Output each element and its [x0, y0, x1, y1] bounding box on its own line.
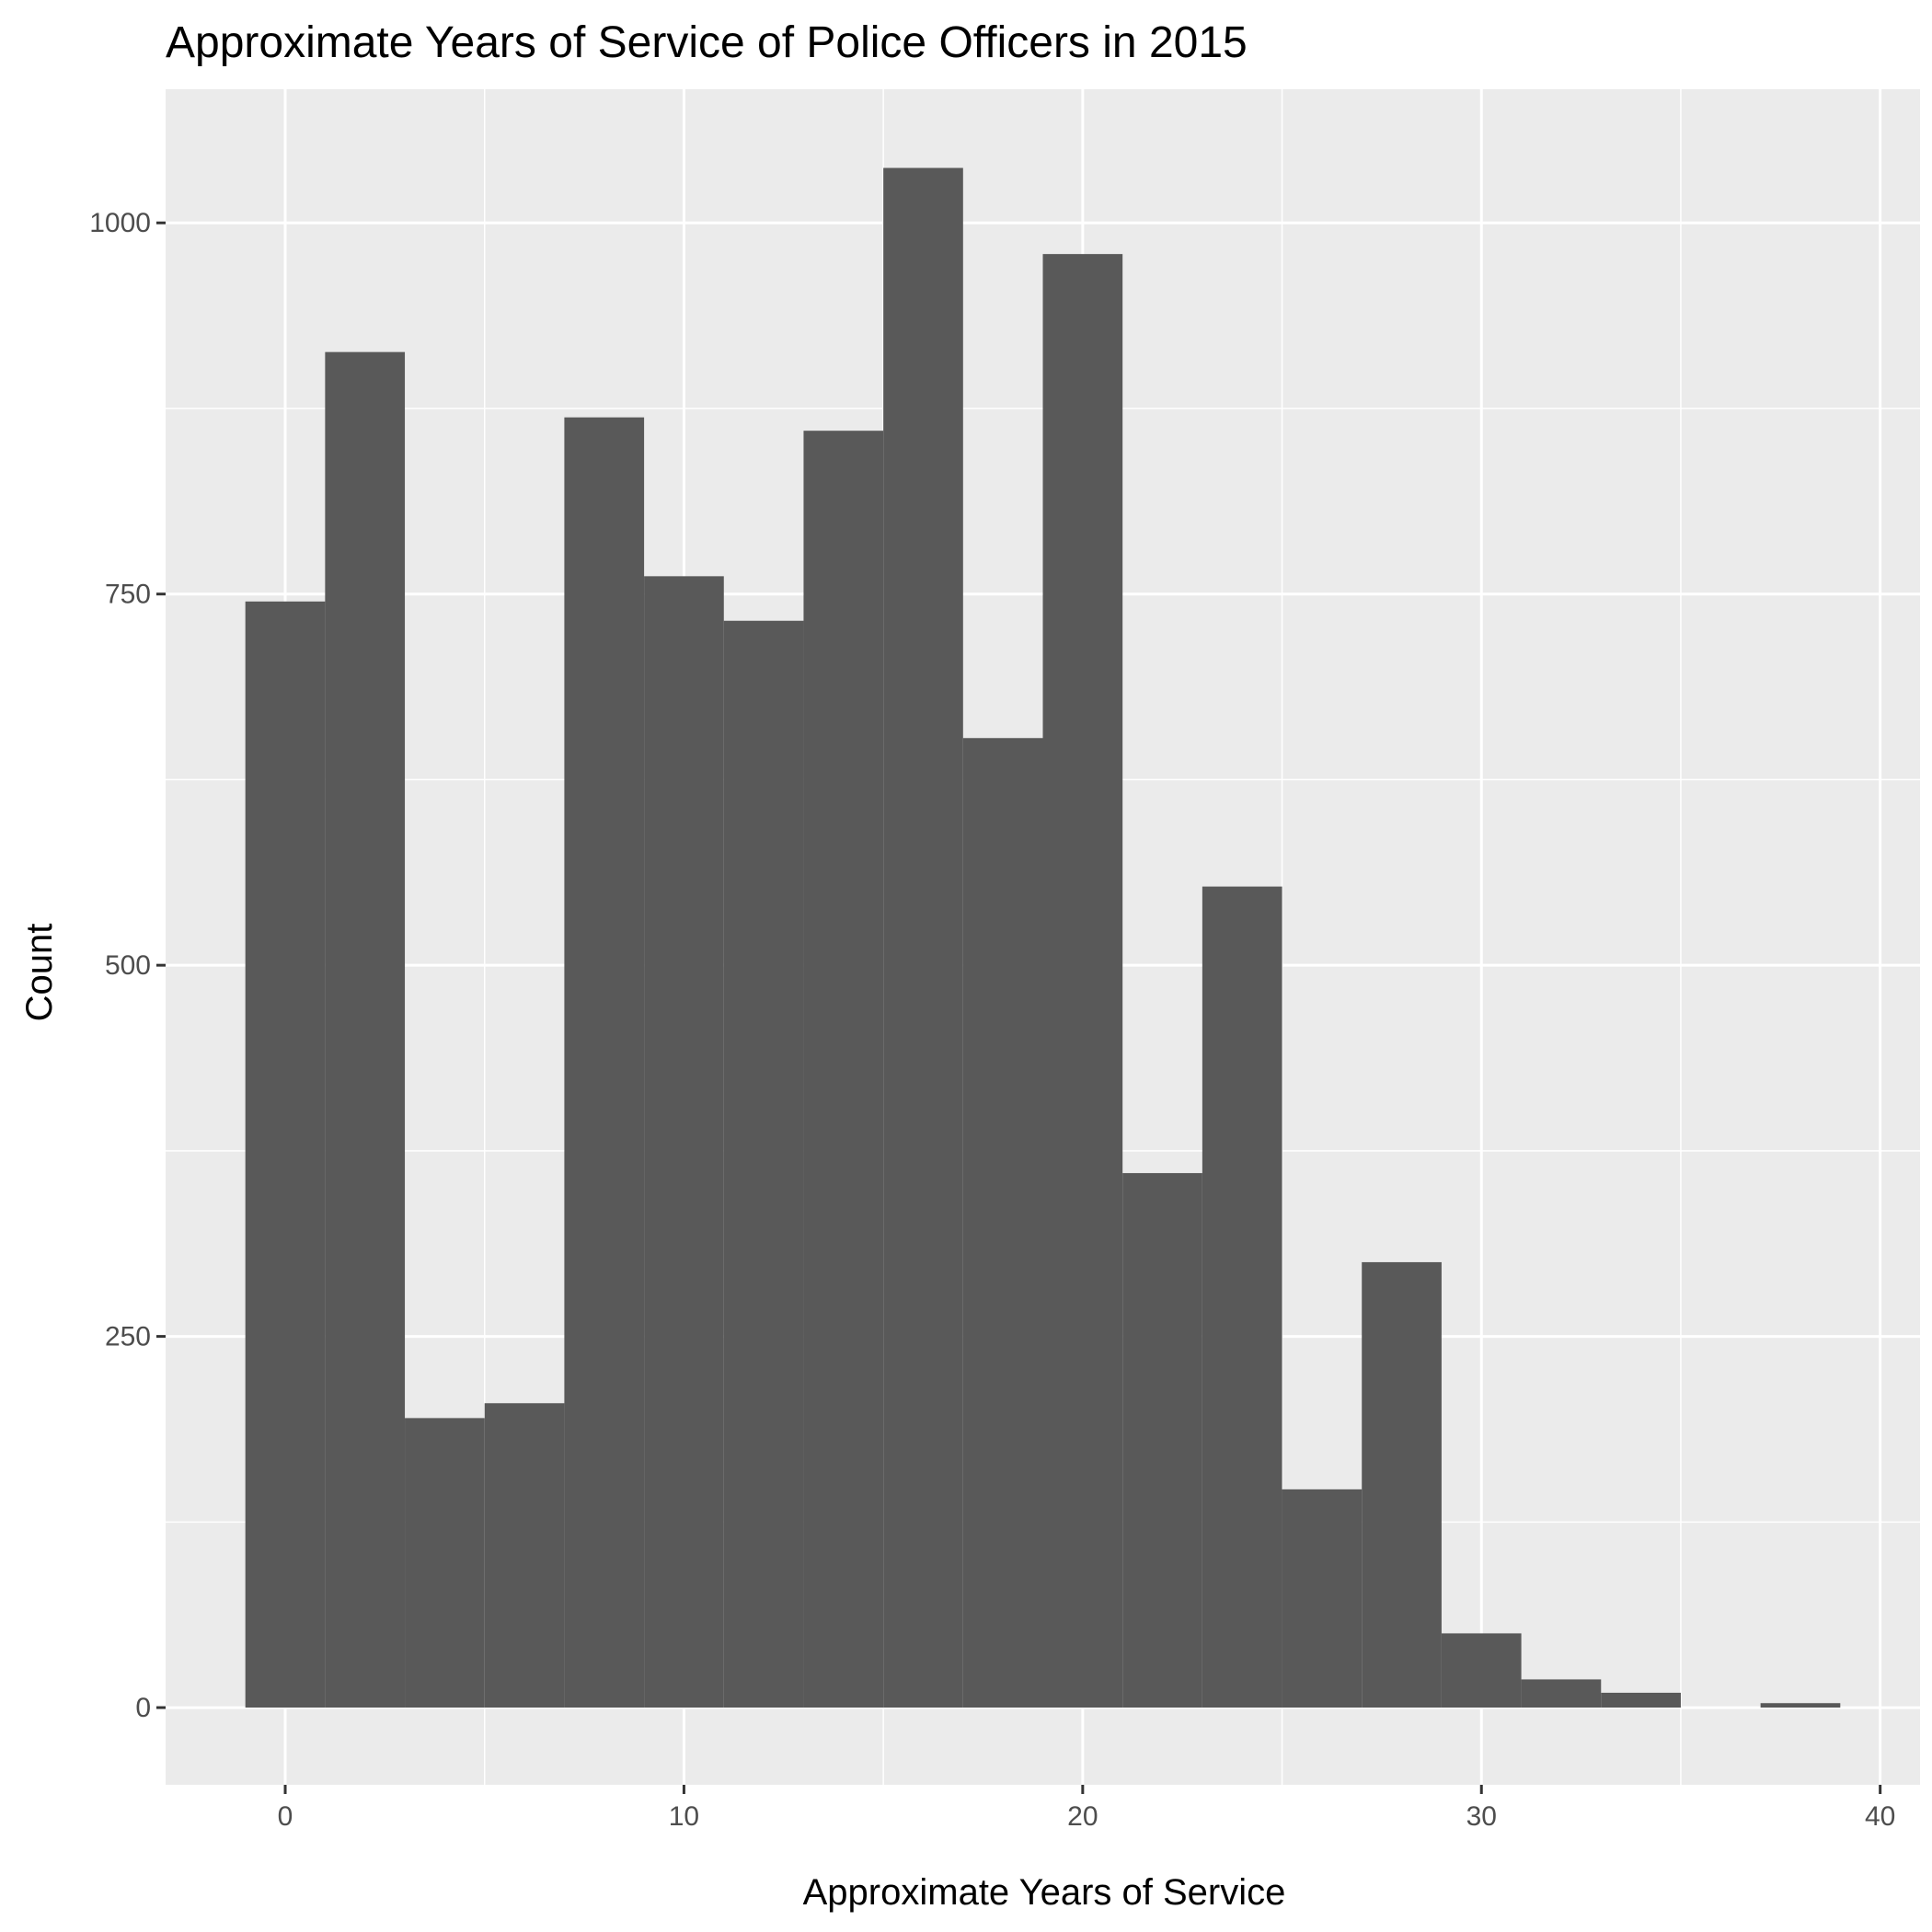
y-axis-title: Count — [19, 924, 60, 1022]
x-tick-label: 0 — [278, 1801, 293, 1832]
y-tick-label: 0 — [135, 1693, 151, 1723]
histogram-bar — [484, 1403, 565, 1708]
histogram-bar — [803, 431, 884, 1708]
y-tick-label: 750 — [105, 580, 151, 610]
histogram-bar — [1122, 1173, 1202, 1708]
histogram-bar — [723, 620, 804, 1708]
histogram-bar — [1441, 1633, 1522, 1708]
histogram-bar — [325, 351, 406, 1708]
histogram-bar — [883, 167, 963, 1708]
histogram-bar — [564, 417, 645, 1708]
y-axis: 0 250 500 750 1000 — [89, 208, 166, 1723]
y-tick-label: 250 — [105, 1322, 151, 1352]
x-tick-label: 40 — [1865, 1801, 1895, 1832]
histogram-bar — [405, 1418, 485, 1708]
histogram-bar — [1282, 1489, 1363, 1708]
histogram-bar — [1202, 886, 1282, 1708]
chart-title: Approximate Years of Service of Police O… — [166, 18, 1248, 67]
histogram-bar — [1042, 254, 1123, 1708]
y-tick-label: 1000 — [89, 208, 151, 238]
histogram-bar — [962, 738, 1043, 1708]
bars — [245, 167, 1841, 1708]
x-axis-title: Approximate Years of Service — [803, 1872, 1286, 1913]
histogram-bar — [1601, 1692, 1681, 1708]
x-tick-label: 30 — [1466, 1801, 1497, 1832]
histogram-bar — [1521, 1679, 1602, 1708]
x-tick-label: 20 — [1067, 1801, 1098, 1832]
histogram-bar — [644, 576, 724, 1708]
histogram-bar — [1362, 1261, 1442, 1708]
x-tick-label: 10 — [669, 1801, 699, 1832]
x-axis: 0 10 20 30 40 — [278, 1785, 1895, 1832]
histogram-bar — [245, 601, 326, 1708]
y-tick-label: 500 — [105, 950, 151, 981]
histogram-bar — [1760, 1703, 1841, 1708]
